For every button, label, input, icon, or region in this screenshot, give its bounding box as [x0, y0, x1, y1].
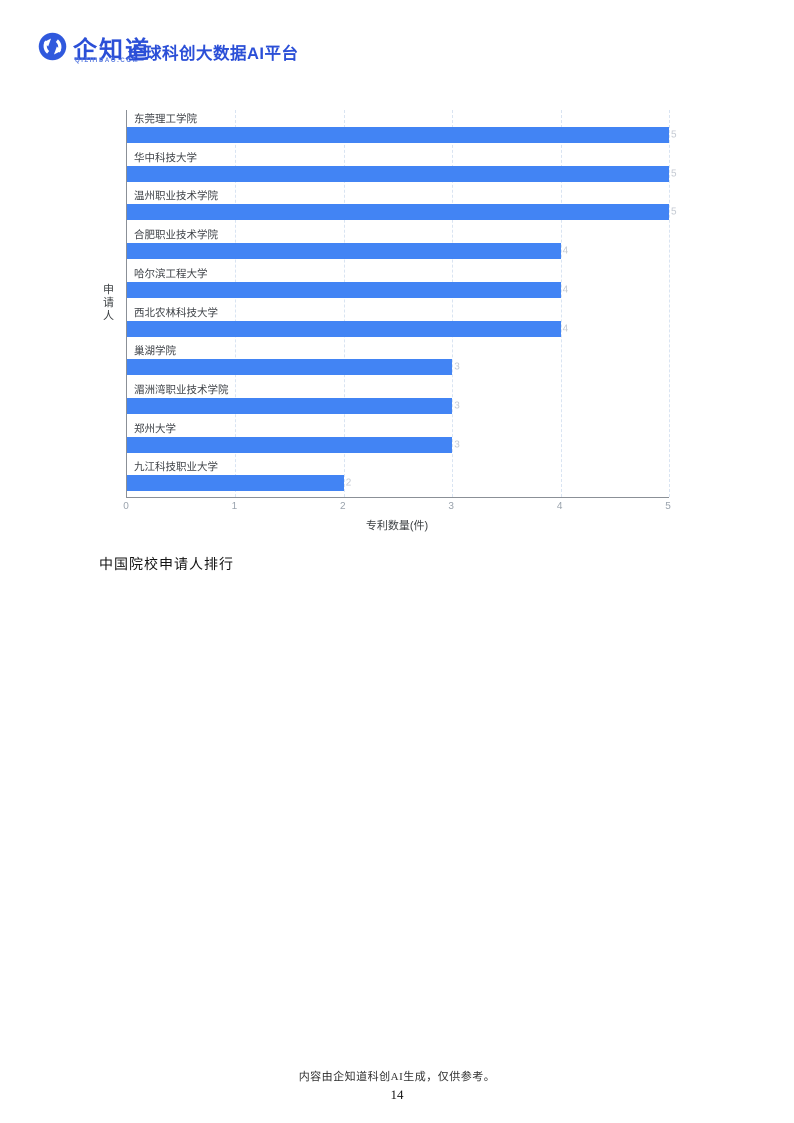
brand-tagline: 全球科创大数据AI平台: [128, 45, 299, 63]
plot-area: 东莞理工学院 5 华中科技大学 5 温州职业技术学院 5 合肥职业技术学院 4 哈尔滨工程大学 4…: [126, 110, 677, 498]
bar-track: 4: [127, 281, 669, 298]
bar-row: 郑州大学 3: [127, 420, 669, 459]
bar: [127, 127, 669, 143]
bar-track: 2: [127, 475, 669, 492]
bar-value-label: 2: [345, 477, 352, 489]
bar-track: 5: [127, 165, 677, 182]
category-label: 哈尔滨工程大学: [134, 267, 208, 280]
bar-value-label: 5: [671, 206, 677, 218]
bar-row: 巢湖学院 3: [127, 342, 669, 381]
x-tick-label: 2: [340, 501, 346, 512]
x-tick-label: 4: [556, 501, 563, 512]
category-label: 华中科技大学: [134, 151, 197, 164]
bar-track: 3: [127, 359, 669, 376]
category-label: 西北农林科技大学: [134, 306, 218, 319]
bar: [127, 165, 669, 182]
bar-value-label: 5: [671, 129, 677, 141]
category-label: 温州职业技术学院: [134, 190, 218, 203]
category-label: 东莞理工学院: [134, 113, 197, 125]
category-label: 合肥职业技术学院: [134, 229, 218, 242]
x-axis-ticks: 0 1 2 3 4 5: [123, 501, 671, 514]
bar-row: 哈尔滨工程大学 4: [127, 265, 669, 304]
bar: [127, 475, 344, 492]
bar-track: 4: [127, 243, 669, 260]
page-number: 14: [390, 1087, 404, 1102]
bar-rows: 东莞理工学院 5 华中科技大学 5 温州职业技术学院 5 合肥职业技术学院 4 哈尔滨工程大学 4…: [127, 110, 677, 497]
bar-track: 3: [127, 436, 669, 453]
bar-value-label: 4: [562, 284, 569, 296]
x-tick-label: 1: [231, 501, 238, 512]
category-label: 郑州大学: [134, 422, 176, 435]
gridline: [343, 110, 345, 497]
bar: [127, 204, 669, 221]
footer-disclaimer: 内容由企知道科创AI生成，仅供参考。: [298, 1071, 496, 1083]
bar-track: 5: [127, 127, 677, 143]
bar-value-label: 3: [454, 361, 460, 373]
gridline: [669, 110, 670, 497]
bar-track: 3: [127, 397, 669, 414]
bar-value-label: 3: [454, 439, 460, 451]
bar-row: 合肥职业技术学院 4: [127, 226, 669, 265]
bar: [127, 281, 561, 298]
qizhidao-logo-icon: [38, 32, 67, 61]
category-label: 九江科技职业大学: [134, 461, 218, 474]
bar-value-label: 4: [562, 245, 569, 257]
brand-name: 企知道: [73, 37, 151, 64]
y-axis-title: 申请人: [103, 284, 114, 322]
bar-value-label: 5: [671, 168, 677, 180]
bar-value-label: 4: [562, 323, 569, 335]
bar-row: 九江科技职业大学 2: [127, 458, 669, 497]
bar-track: 4: [127, 320, 669, 337]
bar: [127, 436, 453, 453]
bar-row: 东莞理工学院 5: [127, 110, 677, 149]
category-label: 湄洲湾职业技术学院: [134, 383, 229, 396]
gridline: [452, 110, 454, 497]
x-axis-title: 专利数量(件): [365, 520, 429, 532]
bar-row: 温州职业技术学院 5: [127, 187, 677, 226]
x-tick-label: 0: [123, 501, 129, 512]
bar-row: 华中科技大学 5: [127, 149, 677, 188]
page-footer: 内容由企知道科创AI生成，仅供参考。 14: [0, 1068, 794, 1103]
x-tick-label: 3: [448, 501, 454, 512]
bar: [127, 397, 453, 414]
chart-caption: 中国院校申请人排行: [99, 558, 234, 573]
category-label: 巢湖学院: [134, 345, 176, 358]
gridline: [560, 110, 562, 497]
bar: [127, 359, 453, 376]
bar-track: 5: [127, 204, 677, 221]
bar: [127, 243, 561, 260]
bar-row: 西北农林科技大学 4: [127, 304, 669, 343]
gridline: [235, 110, 237, 497]
brand-domain: QIZHIDAO.COM: [75, 58, 140, 64]
bar-value-label: 3: [454, 400, 460, 412]
x-tick-label: 5: [665, 501, 671, 512]
bar-row: 湄洲湾职业技术学院 3: [127, 381, 669, 420]
bar: [127, 320, 561, 337]
